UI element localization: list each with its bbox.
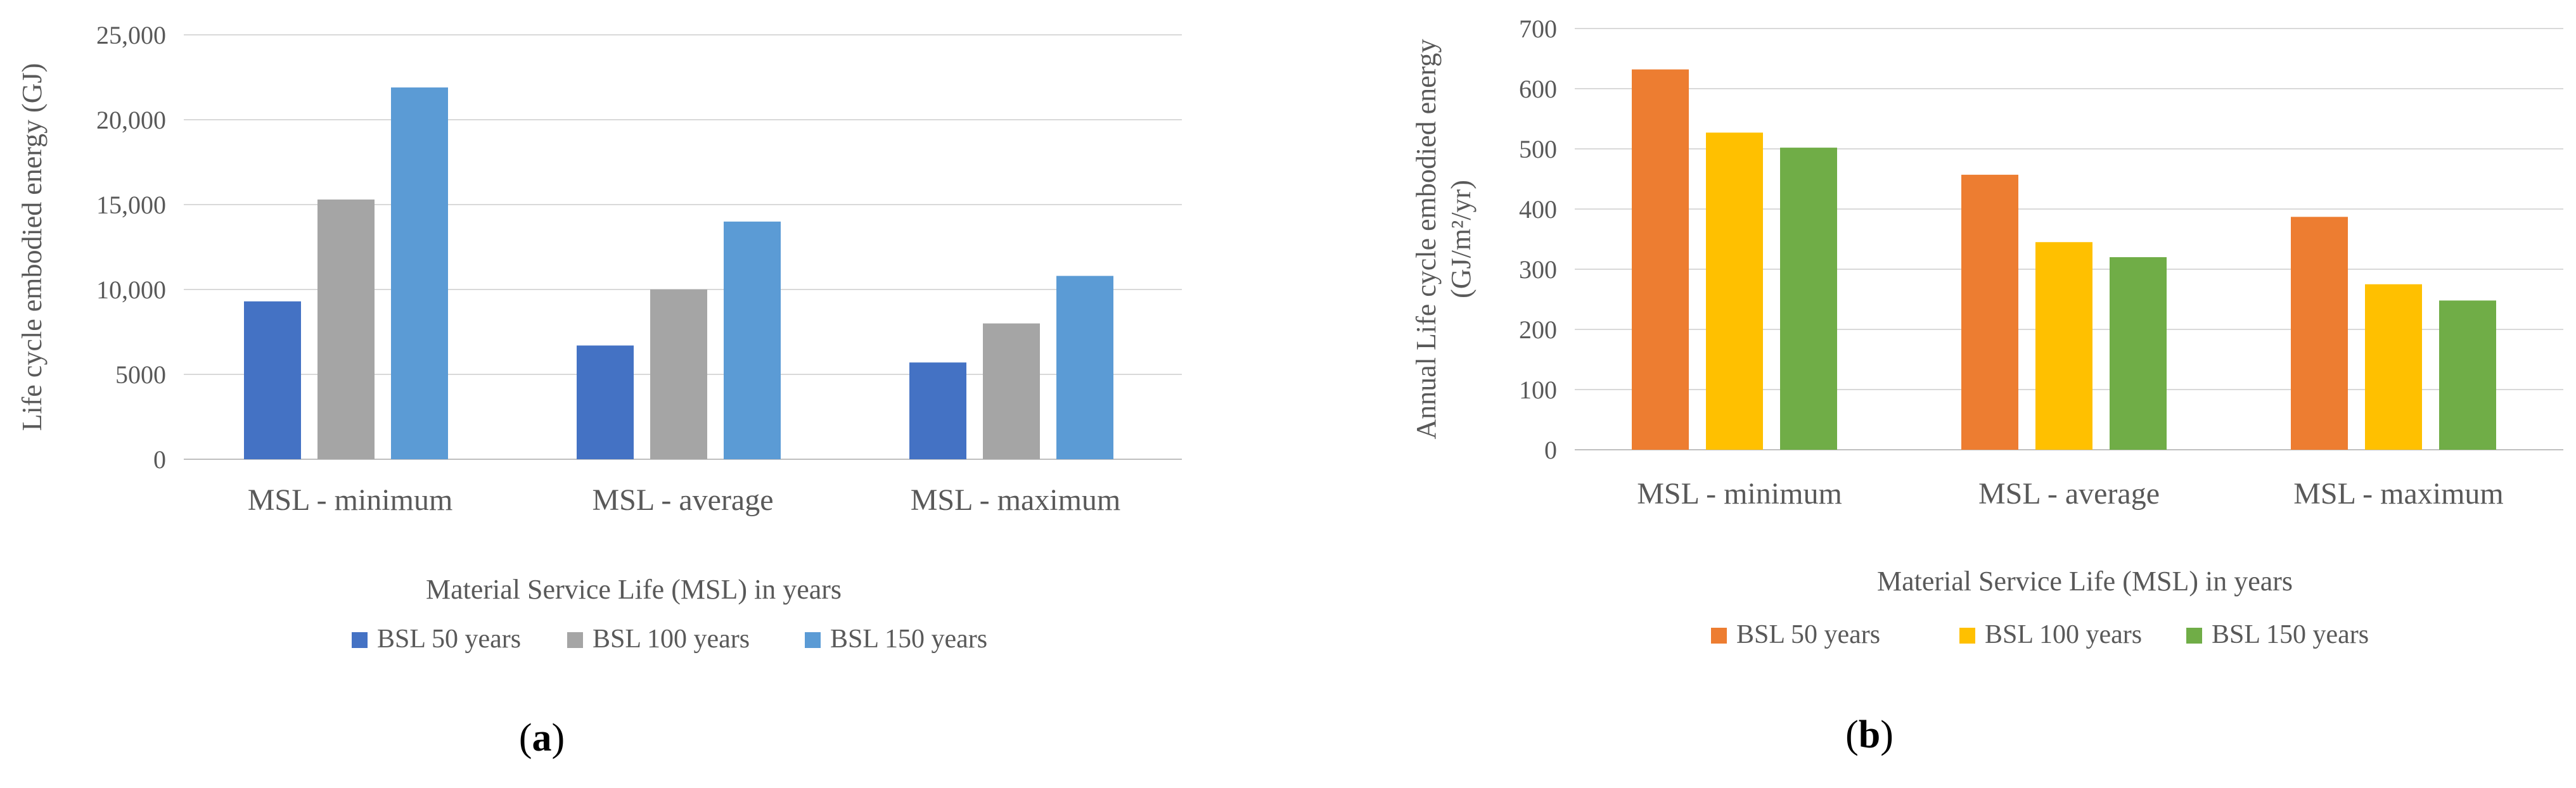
x-category-label: MSL - average [592,483,773,517]
bar-bsl-100-years-3 [983,323,1040,459]
y-tick-label: 15,000 [96,191,166,219]
bar-bsl-50-years-2 [577,345,634,459]
x-category-label: MSL - average [1978,477,2160,511]
x-axis-title: Material Service Life (MSL) in years [1877,566,2293,597]
bar-bsl-100-years-2 [2035,242,2092,450]
bar-bsl-50-years-1 [244,301,301,459]
y-axis-title-units: (GJ/m²/yr) [1445,180,1477,298]
panel-label: (b) [1845,713,1894,756]
chart-a: 0 5000 10,000 15,000 20,000 25,000 MSL - minim… [16,21,1182,759]
legend-swatch [352,632,368,648]
legend-swatch [1711,628,1727,644]
y-tick-label: 25,000 [96,21,166,49]
bar-bsl-100-years-3 [2365,284,2422,450]
legend-label: BSL 100 years [593,625,750,654]
legend-swatch [1959,628,1975,644]
bar-bsl-100-years-2 [650,289,707,459]
y-tick-label: 700 [1519,15,1557,43]
y-tick-label: 0 [153,445,166,474]
legend-swatch [567,632,583,648]
y-axis-title: Annual Life cycle embodied energy [1411,39,1442,439]
bar-bsl-150-years-3 [1056,276,1113,459]
legend-swatch [805,632,821,648]
legend-swatch [2186,628,2202,644]
legend-label: BSL 150 years [830,625,987,654]
bar-bsl-50-years-3 [909,362,966,459]
bar-bsl-50-years-2 [1961,174,2018,450]
legend-item: BSL 150 years [2186,620,2369,649]
legend-item: BSL 100 years [567,625,750,654]
bar-bsl-100-years-1 [317,199,375,459]
y-tick-label: 600 [1519,75,1557,103]
bar-bsl-150-years-3 [2439,300,2496,450]
x-category-label: MSL - maximum [2293,477,2504,511]
y-tick-label: 300 [1519,255,1557,284]
y-axis-title: Life cycle embodied energy (GJ) [16,63,48,431]
panel-label: (a) [519,716,565,759]
y-tick-label: 5000 [115,360,166,389]
chart-b: 0 100 200 300 400 500 600 700 MSL - minimum MSL -… [1411,15,2563,756]
y-tick-label: 20,000 [96,106,166,134]
bar-bsl-150-years-2 [724,221,781,459]
y-tick-label: 0 [1544,436,1557,464]
bar-bsl-100-years-1 [1706,132,1763,450]
x-axis-title: Material Service Life (MSL) in years [426,574,842,605]
legend-item: BSL 100 years [1959,620,2142,649]
y-tick-label: 10,000 [96,276,166,304]
y-tick-label: 200 [1519,315,1557,344]
legend-item: BSL 50 years [352,625,521,654]
x-category-label: MSL - minimum [248,483,453,517]
bar-bsl-150-years-1 [391,87,448,459]
legend-label: BSL 100 years [1985,620,2142,649]
x-category-label: MSL - minimum [1637,477,1842,511]
legend-item: BSL 50 years [1711,620,1880,649]
x-category-label: MSL - maximum [911,483,1121,517]
bar-bsl-50-years-1 [1632,69,1689,450]
y-tick-label: 100 [1519,376,1557,404]
bar-bsl-50-years-3 [2291,217,2348,450]
y-tick-label: 500 [1519,135,1557,163]
legend-label: BSL 150 years [2212,620,2369,649]
bar-bsl-150-years-2 [2110,257,2167,450]
legend-label: BSL 50 years [1736,620,1880,649]
legend-label: BSL 50 years [377,625,521,654]
bar-bsl-150-years-1 [1780,148,1837,450]
y-tick-label: 400 [1519,195,1557,224]
legend-item: BSL 150 years [805,625,987,654]
